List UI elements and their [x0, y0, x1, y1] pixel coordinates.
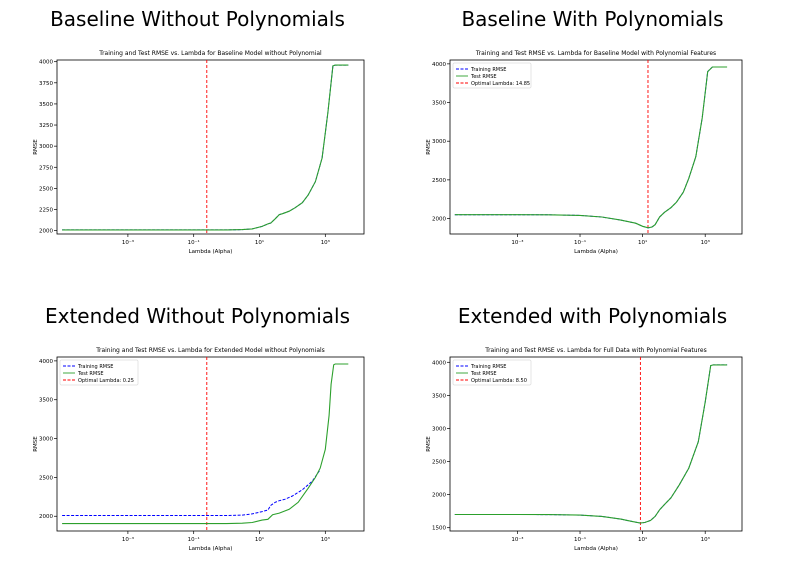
x-tick-label: 10⁻¹ — [574, 536, 586, 543]
test-rmse-line — [62, 64, 349, 231]
rmse-chart-baseline-poly: Training and Test RMSE vs. Lambda for Ba… — [426, 50, 743, 255]
x-axis-label: Lambda (Alpha) — [189, 546, 233, 552]
chart-heading: Extended Without Polynomials — [44, 304, 351, 328]
x-tick-label: 10³ — [321, 536, 330, 543]
legend-label: Test RMSE — [470, 371, 497, 377]
y-tick-label: 2750 — [39, 165, 53, 171]
training-rmse-line — [62, 64, 349, 231]
legend-box — [59, 359, 139, 386]
y-tick-label: 3000 — [39, 437, 53, 443]
test-rmse-line — [62, 363, 349, 525]
y-tick-label: 2000 — [39, 229, 53, 235]
x-tick-label: 10³ — [701, 536, 710, 543]
x-tick-label: 10¹ — [638, 536, 647, 543]
plot-frame — [56, 356, 365, 532]
x-axis-label: Lambda (Alpha) — [574, 249, 618, 255]
rmse-chart-baseline-no-poly: Training and Test RMSE vs. Lambda for Ba… — [33, 50, 365, 255]
plot-frame — [449, 59, 743, 235]
legend-label: Optimal Lambda: 0.25 — [78, 378, 134, 384]
y-tick-label: 1500 — [432, 526, 446, 532]
test-rmse-line — [454, 66, 728, 229]
x-tick-label: 10³ — [701, 239, 710, 246]
legend-label: Training RMSE — [470, 67, 506, 73]
legend-label: Optimal Lambda: 8.50 — [471, 378, 527, 384]
plot-frame — [449, 356, 743, 532]
legend-label: Test RMSE — [470, 74, 497, 80]
legend-label: Optimal Lambda: 14.85 — [471, 81, 530, 87]
rmse-chart-extended-no-poly: Training and Test RMSE vs. Lambda for Ex… — [33, 347, 365, 552]
y-tick-label: 2500 — [432, 178, 446, 184]
x-tick-label: 10⁻³ — [122, 536, 134, 543]
legend-label: Training RMSE — [470, 364, 506, 370]
legend-label: Test RMSE — [77, 371, 104, 377]
y-tick-label: 3000 — [432, 426, 446, 432]
x-tick-label: 10⁻¹ — [574, 239, 586, 246]
y-tick-label: 2000 — [432, 493, 446, 499]
y-tick-label: 3500 — [39, 102, 53, 108]
legend-box — [452, 62, 532, 89]
y-tick-label: 2500 — [39, 475, 53, 481]
chart-heading: Extended with Polynomials — [457, 304, 728, 328]
y-tick-label: 3000 — [39, 144, 53, 150]
x-axis-label: Lambda (Alpha) — [574, 546, 618, 552]
y-axis-label: RMSE — [33, 436, 39, 452]
x-tick-label: 10⁻³ — [511, 536, 523, 543]
y-tick-label: 4000 — [432, 62, 446, 68]
rmse-chart-extended-poly: Training and Test RMSE vs. Lambda for Fu… — [426, 347, 743, 552]
y-tick-label: 2500 — [39, 186, 53, 192]
chart-heading: Baseline With Polynomials — [461, 7, 724, 31]
x-tick-label: 10⁻³ — [122, 239, 134, 246]
training-rmse-line — [454, 364, 728, 524]
y-tick-label: 3500 — [39, 398, 53, 404]
chart-title: Training and Test RMSE vs. Lambda for Ex… — [95, 347, 325, 354]
x-axis-label: Lambda (Alpha) — [189, 249, 233, 255]
legend-box — [452, 359, 532, 386]
plot-frame — [56, 59, 365, 235]
y-tick-label: 4000 — [39, 359, 53, 365]
chart-title: Training and Test RMSE vs. Lambda for Ba… — [98, 50, 322, 57]
y-axis-label: RMSE — [33, 139, 39, 155]
y-tick-label: 4000 — [432, 360, 446, 366]
y-tick-label: 3500 — [432, 393, 446, 399]
x-tick-label: 10¹ — [255, 536, 264, 543]
chart-title: Training and Test RMSE vs. Lambda for Fu… — [484, 347, 706, 354]
y-tick-label: 3750 — [39, 81, 53, 87]
y-tick-label: 2000 — [39, 514, 53, 520]
x-tick-label: 10³ — [321, 239, 330, 246]
x-tick-label: 10⁻¹ — [188, 239, 200, 246]
chart-heading: Baseline Without Polynomials — [50, 7, 345, 31]
y-tick-label: 2500 — [432, 460, 446, 466]
x-tick-label: 10¹ — [638, 239, 647, 246]
test-rmse-line — [454, 364, 728, 524]
training-rmse-line — [62, 469, 321, 516]
chart-title: Training and Test RMSE vs. Lambda for Ba… — [475, 50, 716, 57]
y-tick-label: 3250 — [39, 123, 53, 129]
y-tick-label: 4000 — [39, 60, 53, 66]
x-tick-label: 10¹ — [255, 239, 264, 246]
y-tick-label: 3500 — [432, 101, 446, 107]
y-tick-label: 2000 — [432, 217, 446, 223]
y-tick-label: 2250 — [39, 208, 53, 214]
training-rmse-line — [454, 66, 728, 229]
x-tick-label: 10⁻¹ — [188, 536, 200, 543]
x-tick-label: 10⁻³ — [511, 239, 523, 246]
y-axis-label: RMSE — [426, 436, 432, 452]
legend-label: Training RMSE — [77, 364, 113, 370]
y-tick-label: 3000 — [432, 139, 446, 145]
y-axis-label: RMSE — [426, 139, 432, 155]
